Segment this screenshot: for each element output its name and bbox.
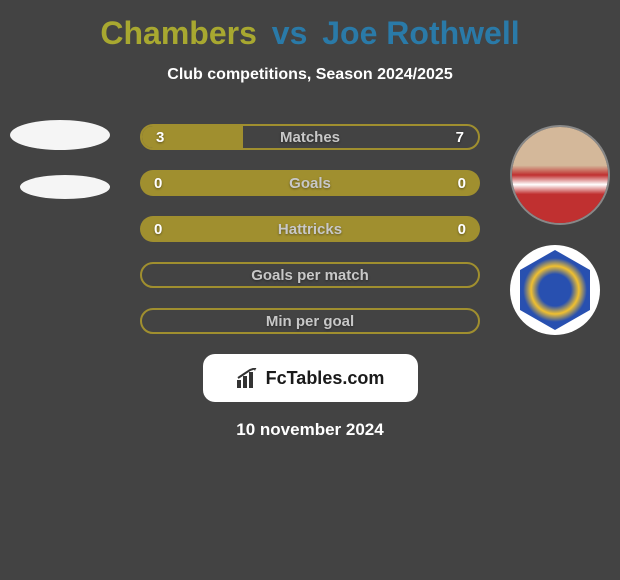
bar-left-value: 0	[154, 221, 162, 238]
bar-right-value: 0	[458, 175, 466, 192]
bar-goals: 0 Goals 0	[140, 170, 480, 196]
club-badge-icon	[520, 250, 590, 330]
player2-avatar	[510, 125, 610, 225]
fctables-badge: FcTables.com	[203, 354, 418, 402]
bar-label: Goals	[289, 175, 331, 192]
bar-right-value: 7	[456, 129, 464, 146]
vs-text: vs	[272, 15, 308, 51]
chart-icon	[236, 368, 260, 388]
bar-min-per-goal: Min per goal	[140, 308, 480, 334]
bar-goals-per-match: Goals per match	[140, 262, 480, 288]
bar-label: Hattricks	[278, 221, 342, 238]
player1-avatar-placeholder	[10, 120, 110, 150]
bar-label: Goals per match	[251, 267, 369, 284]
comparison-title: Chambers vs Joe Rothwell	[0, 15, 620, 52]
bar-label: Matches	[280, 129, 340, 146]
bar-matches: 3 Matches 7	[140, 124, 480, 150]
avatar-face-icon	[512, 127, 608, 223]
brand-text: FcTables.com	[266, 368, 385, 389]
bar-hattricks: 0 Hattricks 0	[140, 216, 480, 242]
left-avatars	[10, 120, 110, 199]
player1-club-placeholder	[20, 175, 110, 199]
bar-right-value: 0	[458, 221, 466, 238]
date-text: 10 november 2024	[0, 420, 620, 440]
bar-left-value: 0	[154, 175, 162, 192]
right-avatars	[510, 125, 610, 335]
player2-name: Joe Rothwell	[322, 15, 519, 51]
bar-label: Min per goal	[266, 313, 354, 330]
subtitle: Club competitions, Season 2024/2025	[0, 66, 620, 84]
player2-club-logo	[510, 245, 600, 335]
bar-left-value: 3	[156, 129, 164, 146]
player1-name: Chambers	[100, 15, 257, 51]
